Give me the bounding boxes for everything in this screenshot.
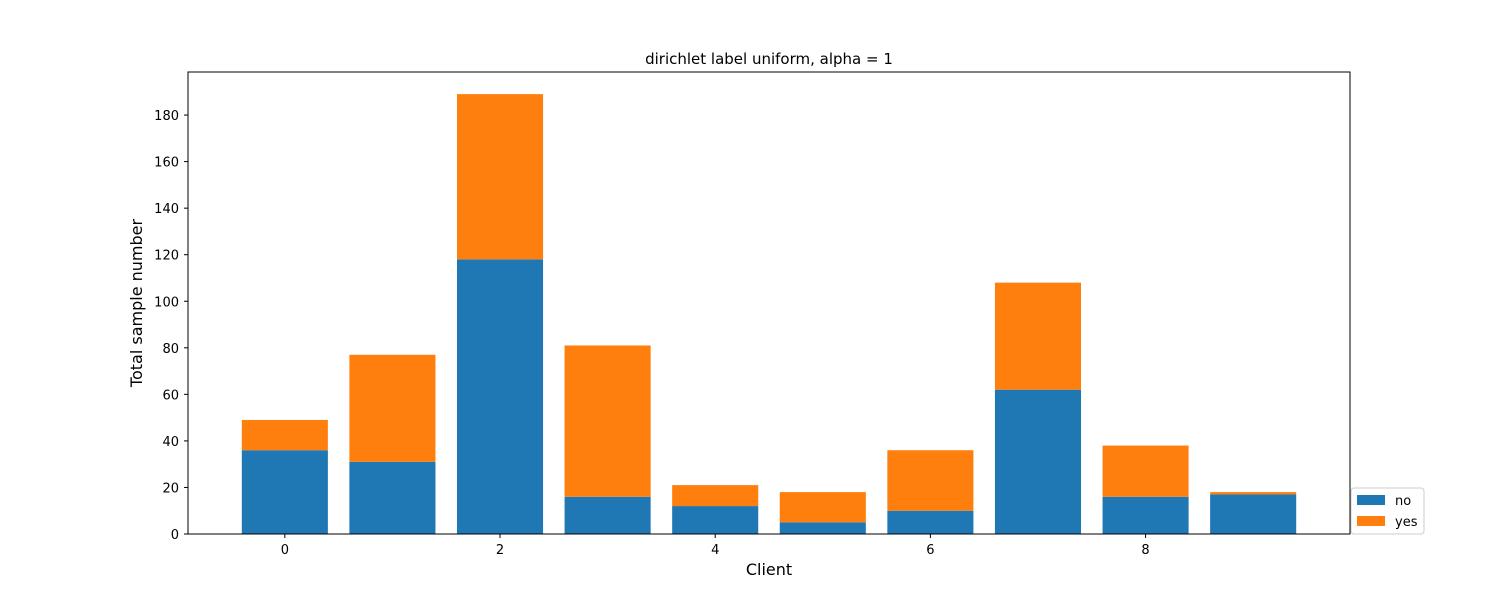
bar-yes-client-7 (994, 282, 1082, 390)
bar-no-client-1 (349, 461, 436, 534)
chart-title: dirichlet label uniform, alpha = 1 (645, 50, 893, 68)
y-tick-label: 140 (154, 202, 179, 217)
bar-yes-client-8 (1102, 445, 1189, 497)
bar-yes-client-9 (1210, 492, 1297, 495)
x-tick-label: 8 (1141, 543, 1149, 558)
bar-yes-client-3 (564, 345, 651, 497)
x-tick-label: 2 (496, 543, 504, 558)
plot-frame (187, 71, 1351, 535)
bar-no-client-6 (887, 510, 974, 534)
bar-no-client-7 (994, 389, 1082, 534)
legend-swatch-no (1357, 495, 1385, 505)
bar-yes-client-1 (349, 354, 436, 462)
bar-no-client-3 (564, 496, 651, 534)
bar-no-client-4 (672, 506, 759, 534)
bar-yes-client-0 (241, 419, 328, 451)
legend-swatch-yes (1357, 516, 1385, 526)
y-tick-label: 0 (171, 528, 179, 543)
bar-no-client-2 (456, 259, 544, 534)
x-axis-label: Client (746, 560, 792, 579)
legend: no yes (1350, 487, 1425, 535)
bar-no-client-0 (241, 450, 328, 534)
bar-no-client-5 (779, 522, 866, 534)
y-tick-label: 100 (154, 295, 179, 310)
y-axis-label: Total sample number (127, 219, 146, 389)
bar-yes-client-6 (887, 450, 974, 511)
y-tick-label: 60 (162, 388, 179, 403)
legend-label-no: no (1395, 494, 1411, 509)
y-tick-label: 20 (162, 481, 179, 496)
x-tick-label: 0 (281, 543, 289, 558)
y-tick-label: 120 (154, 249, 179, 264)
legend-label-yes: yes (1395, 515, 1418, 530)
bar-yes-client-4 (672, 485, 759, 507)
x-axis: 0 2 4 6 8 (281, 534, 1150, 558)
bars-layer (241, 94, 1297, 534)
y-axis: 0 20 40 60 80 100 120 140 160 180 (154, 109, 188, 543)
bar-yes-client-2 (456, 94, 544, 260)
x-tick-label: 6 (926, 543, 934, 558)
bar-no-client-8 (1102, 496, 1189, 534)
y-tick-label: 180 (154, 109, 179, 124)
y-tick-label: 80 (162, 342, 179, 357)
x-tick-label: 4 (711, 543, 719, 558)
y-tick-label: 40 (162, 435, 179, 450)
bar-no-client-9 (1210, 494, 1297, 534)
y-tick-label: 160 (154, 156, 179, 171)
bar-yes-client-5 (779, 492, 866, 523)
